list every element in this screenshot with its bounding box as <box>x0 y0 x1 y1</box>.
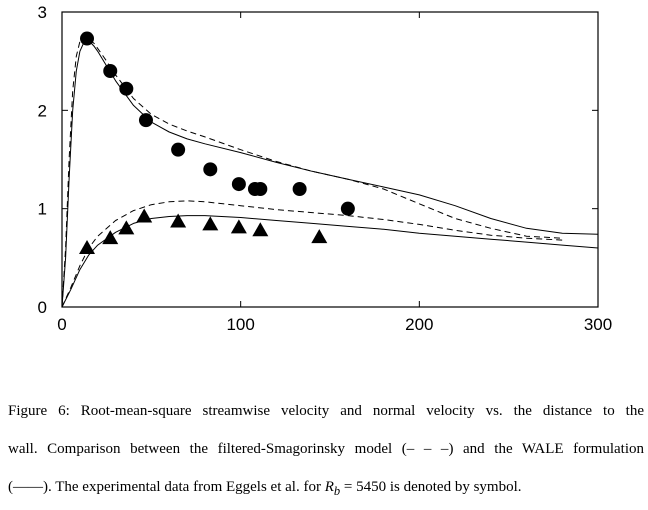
experimental-triangle-point <box>230 219 247 234</box>
experimental-circle-point <box>80 31 95 46</box>
plot-frame <box>61 11 599 308</box>
y-tick-label: 3 <box>38 3 47 22</box>
x-tick-label: 200 <box>405 315 433 334</box>
series-layer <box>61 36 599 308</box>
experimental-circle-point <box>138 113 153 128</box>
caption-reynolds-subscript: b <box>333 484 341 498</box>
experimental-circle-point <box>203 162 218 177</box>
caption-line-3-a: ( <box>8 479 13 495</box>
y-tick-label: 0 <box>38 298 47 317</box>
x-tick-labels: 0 100 200 300 <box>57 315 612 334</box>
x-tick-label: 0 <box>57 315 66 334</box>
caption-line-2-a: wall. Comparison between the filtered-Sm… <box>8 441 407 457</box>
wale-curve-0 <box>61 41 599 308</box>
experimental-circle-point <box>119 81 134 96</box>
x-tick-label: 100 <box>226 315 254 334</box>
experimental-triangle-point <box>136 208 153 223</box>
caption-line-2: wall. Comparison between the filtered-Sm… <box>8 430 644 468</box>
caption-line-3: (——). The experimental data from Eggels … <box>8 468 644 510</box>
experimental-triangle-point <box>202 216 219 231</box>
experimental-circle-point <box>253 182 268 196</box>
experimental-triangle-point <box>118 220 135 235</box>
experimental-circle-point <box>231 177 246 192</box>
axis-ticks <box>61 11 599 308</box>
smagorinsky-curve-1 <box>61 36 563 308</box>
experimental-triangle-point <box>79 240 96 254</box>
y-tick-label: 1 <box>38 200 47 219</box>
experimental-triangle-point <box>170 213 187 228</box>
caption-dash-symbol: – – – <box>406 441 449 457</box>
wale-curve-2 <box>61 215 599 308</box>
experimental-triangle-point <box>311 229 328 244</box>
marker-layer <box>79 31 355 254</box>
caption-line-3-c: = 5450 is denoted by symbol. <box>340 479 522 495</box>
caption-line-1: Figure 6: Root-mean-square streamwise ve… <box>8 403 644 419</box>
experimental-circle-point <box>340 201 355 216</box>
x-tick-label: 300 <box>584 315 612 334</box>
caption-line-3-b: ). The experimental data from Eggels et … <box>43 479 325 495</box>
y-tick-label: 2 <box>38 101 47 120</box>
experimental-circle-point <box>171 142 186 157</box>
experimental-circle-point <box>292 182 307 196</box>
figure-caption: Figure 6: Root-mean-square streamwise ve… <box>8 392 644 510</box>
caption-reynolds-symbol: R <box>324 479 334 495</box>
experimental-triangle-point <box>252 222 269 237</box>
y-tick-labels: 0 1 2 3 <box>38 3 47 317</box>
caption-line-2-b: ) and the WALE formulation <box>448 441 644 457</box>
experimental-circle-point <box>103 64 118 78</box>
experimental-triangle-point <box>102 230 119 245</box>
caption-solid-symbol: —— <box>13 479 43 495</box>
chart: 0 100 200 300 0 1 2 3 <box>38 3 613 334</box>
